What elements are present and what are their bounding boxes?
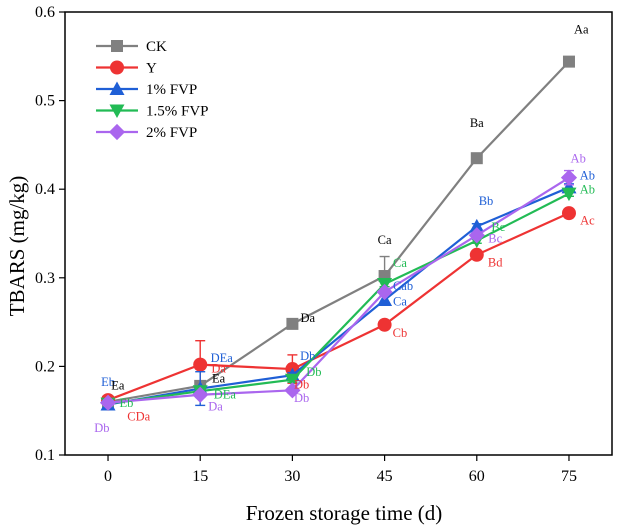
series-line [107, 212, 570, 402]
data-point [376, 283, 393, 301]
data-point [377, 317, 392, 332]
data-point [193, 357, 208, 372]
y-tick-label: 0.3 [35, 270, 55, 287]
significance-label: Da [211, 362, 226, 376]
series-layer [99, 55, 578, 412]
plot-frame [64, 11, 613, 456]
significance-label: Cb [393, 326, 408, 340]
legend-marker [109, 104, 125, 118]
data-point [192, 386, 209, 403]
significance-label: Db [300, 349, 315, 363]
significance-label: Aa [574, 22, 589, 36]
legend-label: 1.5% FVP [146, 104, 209, 120]
legend-label: Y [146, 61, 157, 77]
significance-label: Db [306, 365, 321, 379]
x-axis-title: Frozen storage time (d) [246, 501, 443, 525]
y-tick-label: 0.6 [35, 4, 55, 21]
significance-label: Eb [101, 375, 115, 389]
series-2-fvp [99, 169, 578, 411]
x-tick-label: 0 [104, 468, 112, 485]
legend-marker [108, 123, 126, 141]
y-tick-label: 0.1 [35, 447, 55, 464]
significance-label: Ab [580, 168, 595, 182]
significance-label: Bc [491, 220, 505, 234]
data-point [560, 169, 578, 186]
series-y [101, 206, 576, 408]
significance-label: Db [294, 378, 309, 392]
legend: CK Y 1% FVP 1.5% FVP 2% FVP [96, 39, 209, 141]
significance-label: Db [94, 421, 109, 435]
data-point [469, 218, 485, 233]
data-point [284, 373, 300, 388]
significance-label: Ab [580, 183, 595, 197]
significance-label: Ba [470, 116, 484, 130]
legend-item: CK [96, 39, 167, 55]
significance-label: Bd [488, 255, 503, 269]
annotation-layer: EbEaEbCDaDbEaDEaDaDEaDaDaDbDbDbDbCaCaCab… [94, 22, 595, 435]
y-tick-label: 0.2 [35, 358, 55, 375]
legend-item: 1.5% FVP [96, 104, 209, 120]
data-point [286, 317, 299, 330]
significance-label: Ab [571, 152, 586, 166]
x-tick-label: 75 [561, 468, 577, 485]
significance-label: Bb [479, 194, 494, 208]
legend-item: 2% FVP [96, 123, 197, 141]
significance-label: DEa [211, 351, 234, 365]
significance-label: Cab [393, 279, 413, 293]
x-tick-label: 60 [469, 468, 485, 485]
legend-label: CK [146, 39, 167, 55]
series-line [107, 60, 570, 403]
significance-label: Ea [111, 378, 125, 392]
legend-marker [110, 60, 124, 75]
data-point [561, 206, 576, 221]
significance-label: Db [294, 391, 309, 405]
data-point [284, 382, 301, 399]
data-point [470, 152, 483, 165]
y-axis-title: TBARS (mg/kg) [5, 176, 29, 317]
y-tick-label: 0.4 [35, 181, 55, 198]
data-point [469, 247, 484, 262]
series-line [107, 176, 570, 404]
legend-label: 2% FVP [146, 125, 197, 141]
y-tick-label: 0.5 [35, 93, 55, 110]
data-point [468, 227, 485, 244]
x-tick-label: 30 [284, 468, 300, 485]
significance-label: Eb [120, 396, 134, 410]
significance-label: Ca [393, 294, 407, 308]
data-point [562, 55, 575, 68]
significance-label: Ca [393, 256, 407, 270]
significance-label: Ac [580, 214, 595, 228]
significance-label: Ca [378, 233, 392, 247]
series-line [107, 186, 570, 406]
significance-label: DEa [214, 387, 237, 401]
significance-label: CDa [127, 409, 150, 423]
significance-label: Bc [488, 231, 502, 245]
data-point [99, 394, 117, 411]
significance-label: Ea [212, 371, 226, 385]
significance-label: Da [300, 311, 315, 325]
axes: 0 15 30 45 60 75 0.1 0.2 0.3 0.4 0.5 0.6 [35, 4, 613, 485]
legend-label: 1% FVP [146, 82, 197, 98]
legend-marker [109, 81, 125, 95]
legend-marker [111, 40, 123, 52]
legend-item: Y [96, 60, 157, 77]
data-point [561, 187, 577, 202]
x-tick-label: 45 [377, 468, 393, 485]
legend-item: 1% FVP [96, 81, 197, 98]
series-line [107, 192, 570, 405]
x-tick-label: 15 [192, 468, 208, 485]
significance-label: Da [208, 400, 223, 414]
